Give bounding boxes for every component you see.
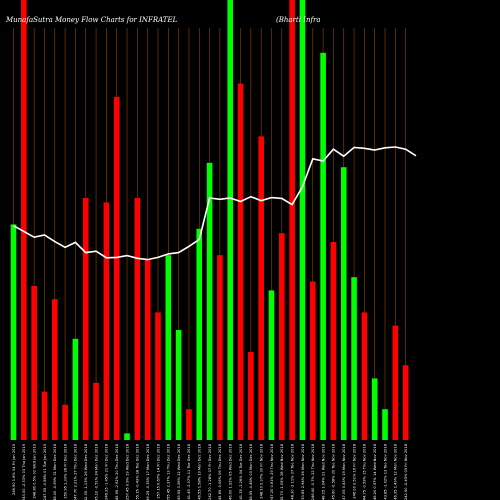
bar (268, 290, 275, 440)
x-tick-label: 245.60 -0.58% 20 Tue Nov 2018 (332, 443, 336, 500)
bar (62, 404, 68, 440)
x-tick-label: 245.85 -0.06% 06 Thu Dec 2018 (218, 443, 222, 500)
x-tick-label: 243.85 -1.02% 13 Tue Nov 2018 (383, 443, 387, 500)
bar (21, 0, 27, 440)
bar (371, 378, 378, 440)
bar (72, 338, 79, 440)
x-tick-label: 246.35 1.43% 12 Mon Nov 2018 (394, 443, 398, 500)
x-tick-label: 245.10 -0.51% 24 Mon Dec 2018 (94, 443, 98, 500)
bar (309, 281, 316, 440)
money-flow-line (13, 146, 417, 261)
x-tick-label: 248.00 -0.99% 31 Mon Dec 2018 (53, 443, 57, 500)
bar (113, 96, 120, 441)
bar (134, 198, 141, 440)
x-tick-label: 242.70 -1.28% 07 Fri Dec 2018 (208, 443, 212, 500)
chart-subtitle: (Bharti Infra (276, 16, 321, 24)
x-tick-label: 243.00 -2.33% 03 Thu Jan 2019 (22, 443, 26, 500)
x-tick-label: 248.80 0.5% 02 Wed Jan 2019 (32, 443, 36, 498)
x-tick-label: 246.40 -0.7% 22 Thu Nov 2018 (311, 443, 315, 500)
x-tick-label: 255.15 -0.43% 18 Tue Dec 2018 (136, 443, 140, 500)
bar (330, 242, 337, 440)
bar (82, 198, 89, 440)
x-tick-label: 247.70 2.21% 27 Thu Dec 2018 (74, 443, 78, 500)
x-tick-label: 245.70 -1.05% 28 Wed Nov 2018 (280, 443, 284, 500)
x-tick-label: 246.35 -1.45% 21 Fri Dec 2018 (105, 443, 109, 500)
bar (351, 277, 357, 440)
x-tick-label: 248.30 -2.11% 27 Tue Nov 2018 (290, 443, 294, 500)
bar (186, 409, 192, 440)
x-tick-label: 246.00 0.51% 16 Fri Nov 2018 (352, 443, 356, 498)
x-tick-label: 241.45 -2.07% 11 Tue Dec 2018 (187, 443, 191, 500)
bar (144, 259, 151, 440)
bar (155, 312, 161, 440)
bar (10, 224, 17, 440)
chart-title: MunafaSutra Money Flow Charts for INFRAT… (5, 16, 178, 24)
bar (289, 0, 295, 440)
bar (206, 162, 213, 441)
bar (237, 83, 244, 440)
bar (124, 433, 130, 440)
bar (175, 330, 182, 440)
x-tick-label: 246.90 1.6% 04 Fri Jan 2019 (12, 443, 16, 495)
x-tick-label: 248.10 0.37% 30 Fri Nov 2018 (259, 443, 263, 498)
x-tick-label: 248.15 1.04% 21 Wed Nov 2018 (321, 443, 325, 500)
x-tick-label: 246.55 1.58% 10 Mon Dec 2018 (198, 443, 202, 500)
bar (382, 409, 388, 440)
x-tick-label: 250.95 1.33% 28 Fri Dec 2018 (63, 443, 67, 498)
bar (320, 52, 326, 441)
bar (217, 255, 223, 440)
bar (227, 0, 234, 440)
x-tick-label: 246.95 -0.46% 03 Mon Dec 2018 (249, 443, 253, 500)
bar (93, 382, 99, 440)
x-tick-label: 256.25 -0.35% 17 Mon Dec 2018 (146, 443, 150, 500)
bar (196, 228, 203, 440)
x-tick-label: 247.05 0.43% 19 Mon Nov 2018 (342, 443, 346, 500)
bar (165, 255, 172, 440)
x-tick-labels: 246.90 1.6% 04 Fri Jan 2019 243.00 -2.33%… (12, 443, 408, 500)
x-tick-label: 242.35 -1.13% 26 Wed Dec 2018 (84, 443, 88, 500)
x-tick-label: 257.45 0.9% 19 Wed Dec 2018 (125, 443, 129, 500)
bar (340, 167, 347, 440)
x-tick-label: 247.55 -0.58% 01 Tue Jan 2019 (43, 443, 47, 500)
bar (258, 136, 264, 440)
x-tick-label: 249.55 3.36% 12 Wed Dec 2018 (177, 443, 181, 500)
x-tick-label: 255.45 2.37% 13 Thu Dec 2018 (167, 443, 171, 500)
bar (279, 233, 285, 440)
x-tick-label: 249.95 -2.92% 20 Thu Dec 2018 (115, 443, 119, 500)
bar (41, 391, 48, 440)
bar (402, 365, 409, 440)
x-tick-label: 253.65 2.94% 26 Mon Nov 2018 (301, 443, 305, 500)
x-tick-label: 241.35 -2.26% 04 Tue Dec 2018 (239, 443, 243, 500)
bar (361, 312, 368, 440)
x-tick-label: 246.00 1.92% 05 Wed Dec 2018 (229, 443, 233, 500)
x-tick-label: 247.20 0.61% 29 Thu Nov 2018 (270, 443, 274, 500)
x-tick-label: 257.15 0.67% 14 Fri Dec 2018 (156, 443, 160, 498)
x-tick-label: 242.90 -0.45% 09 Fri Nov 2018 (404, 443, 408, 500)
bar-series (10, 0, 409, 441)
bar (392, 325, 399, 440)
bar (299, 0, 306, 440)
x-tick-label: 244.75 -0.59% 15 Thu Nov 2018 (363, 443, 367, 500)
bar (31, 286, 37, 440)
bar (248, 352, 254, 440)
bar (103, 202, 110, 440)
x-tick-label: 246.20 0.97% 14 Wed Nov 2018 (373, 443, 377, 500)
bar (51, 299, 58, 440)
